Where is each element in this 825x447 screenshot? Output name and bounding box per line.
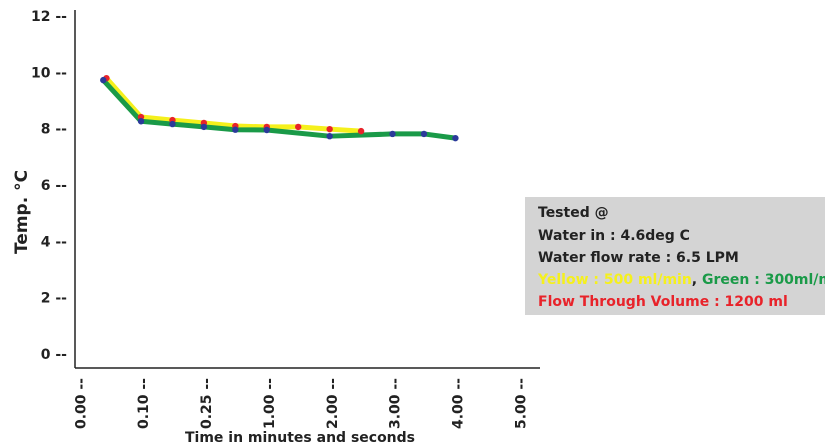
y-tick-label: 10 --: [31, 65, 67, 81]
x-tick-label: 1.00 --: [262, 378, 278, 429]
data-point: [232, 126, 239, 133]
x-tick-label: 0.00 --: [73, 378, 89, 429]
note-line: Tested @: [538, 205, 609, 221]
y-tick-label: 2 --: [41, 291, 67, 307]
data-point: [295, 123, 302, 131]
note-sep: ,: [692, 272, 702, 288]
y-tick-label: 4 --: [41, 234, 67, 250]
data-point: [200, 123, 208, 131]
note-yellow: Yellow : 500 ml/min: [537, 272, 692, 288]
data-point: [326, 132, 333, 140]
x-axis-title: Time in minutes and seconds: [185, 430, 415, 446]
note-box: [525, 197, 825, 315]
y-axis-title: Temp. °C: [12, 170, 32, 254]
data-point: [100, 76, 107, 84]
y-tick-label: 6 --: [41, 178, 67, 194]
y-tick-label: 12 --: [31, 9, 67, 25]
data-point: [452, 134, 459, 142]
data-point: [169, 120, 176, 128]
data-point: [137, 118, 145, 125]
data-point: [326, 125, 333, 133]
y-tick-label: 0 --: [41, 347, 67, 363]
data-point: [263, 126, 270, 134]
data-point: [357, 127, 365, 135]
data-point: [389, 130, 396, 138]
x-tick-label: 2.00 --: [325, 378, 341, 429]
note-line: Water in : 4.6deg C: [538, 228, 690, 244]
series-line: [101, 78, 456, 141]
x-tick-label: 4.00 --: [451, 378, 467, 429]
data-point: [420, 130, 428, 138]
note-line: Water flow rate : 6.5 LPM: [538, 250, 739, 266]
note-line: Yellow : 500 ml/min, Green : 300ml/min: [537, 272, 825, 288]
note-line: Flow Through Volume : 1200 ml: [538, 294, 788, 310]
note-green: Green : 300ml/min: [702, 272, 825, 288]
x-tick-label: 3.00 --: [388, 378, 404, 429]
y-tick-label: 8 --: [41, 122, 67, 138]
x-tick-label: 0.10 --: [136, 378, 152, 429]
x-tick-label: 0.25 --: [199, 378, 215, 429]
x-tick-label: 5.00 --: [513, 378, 529, 429]
